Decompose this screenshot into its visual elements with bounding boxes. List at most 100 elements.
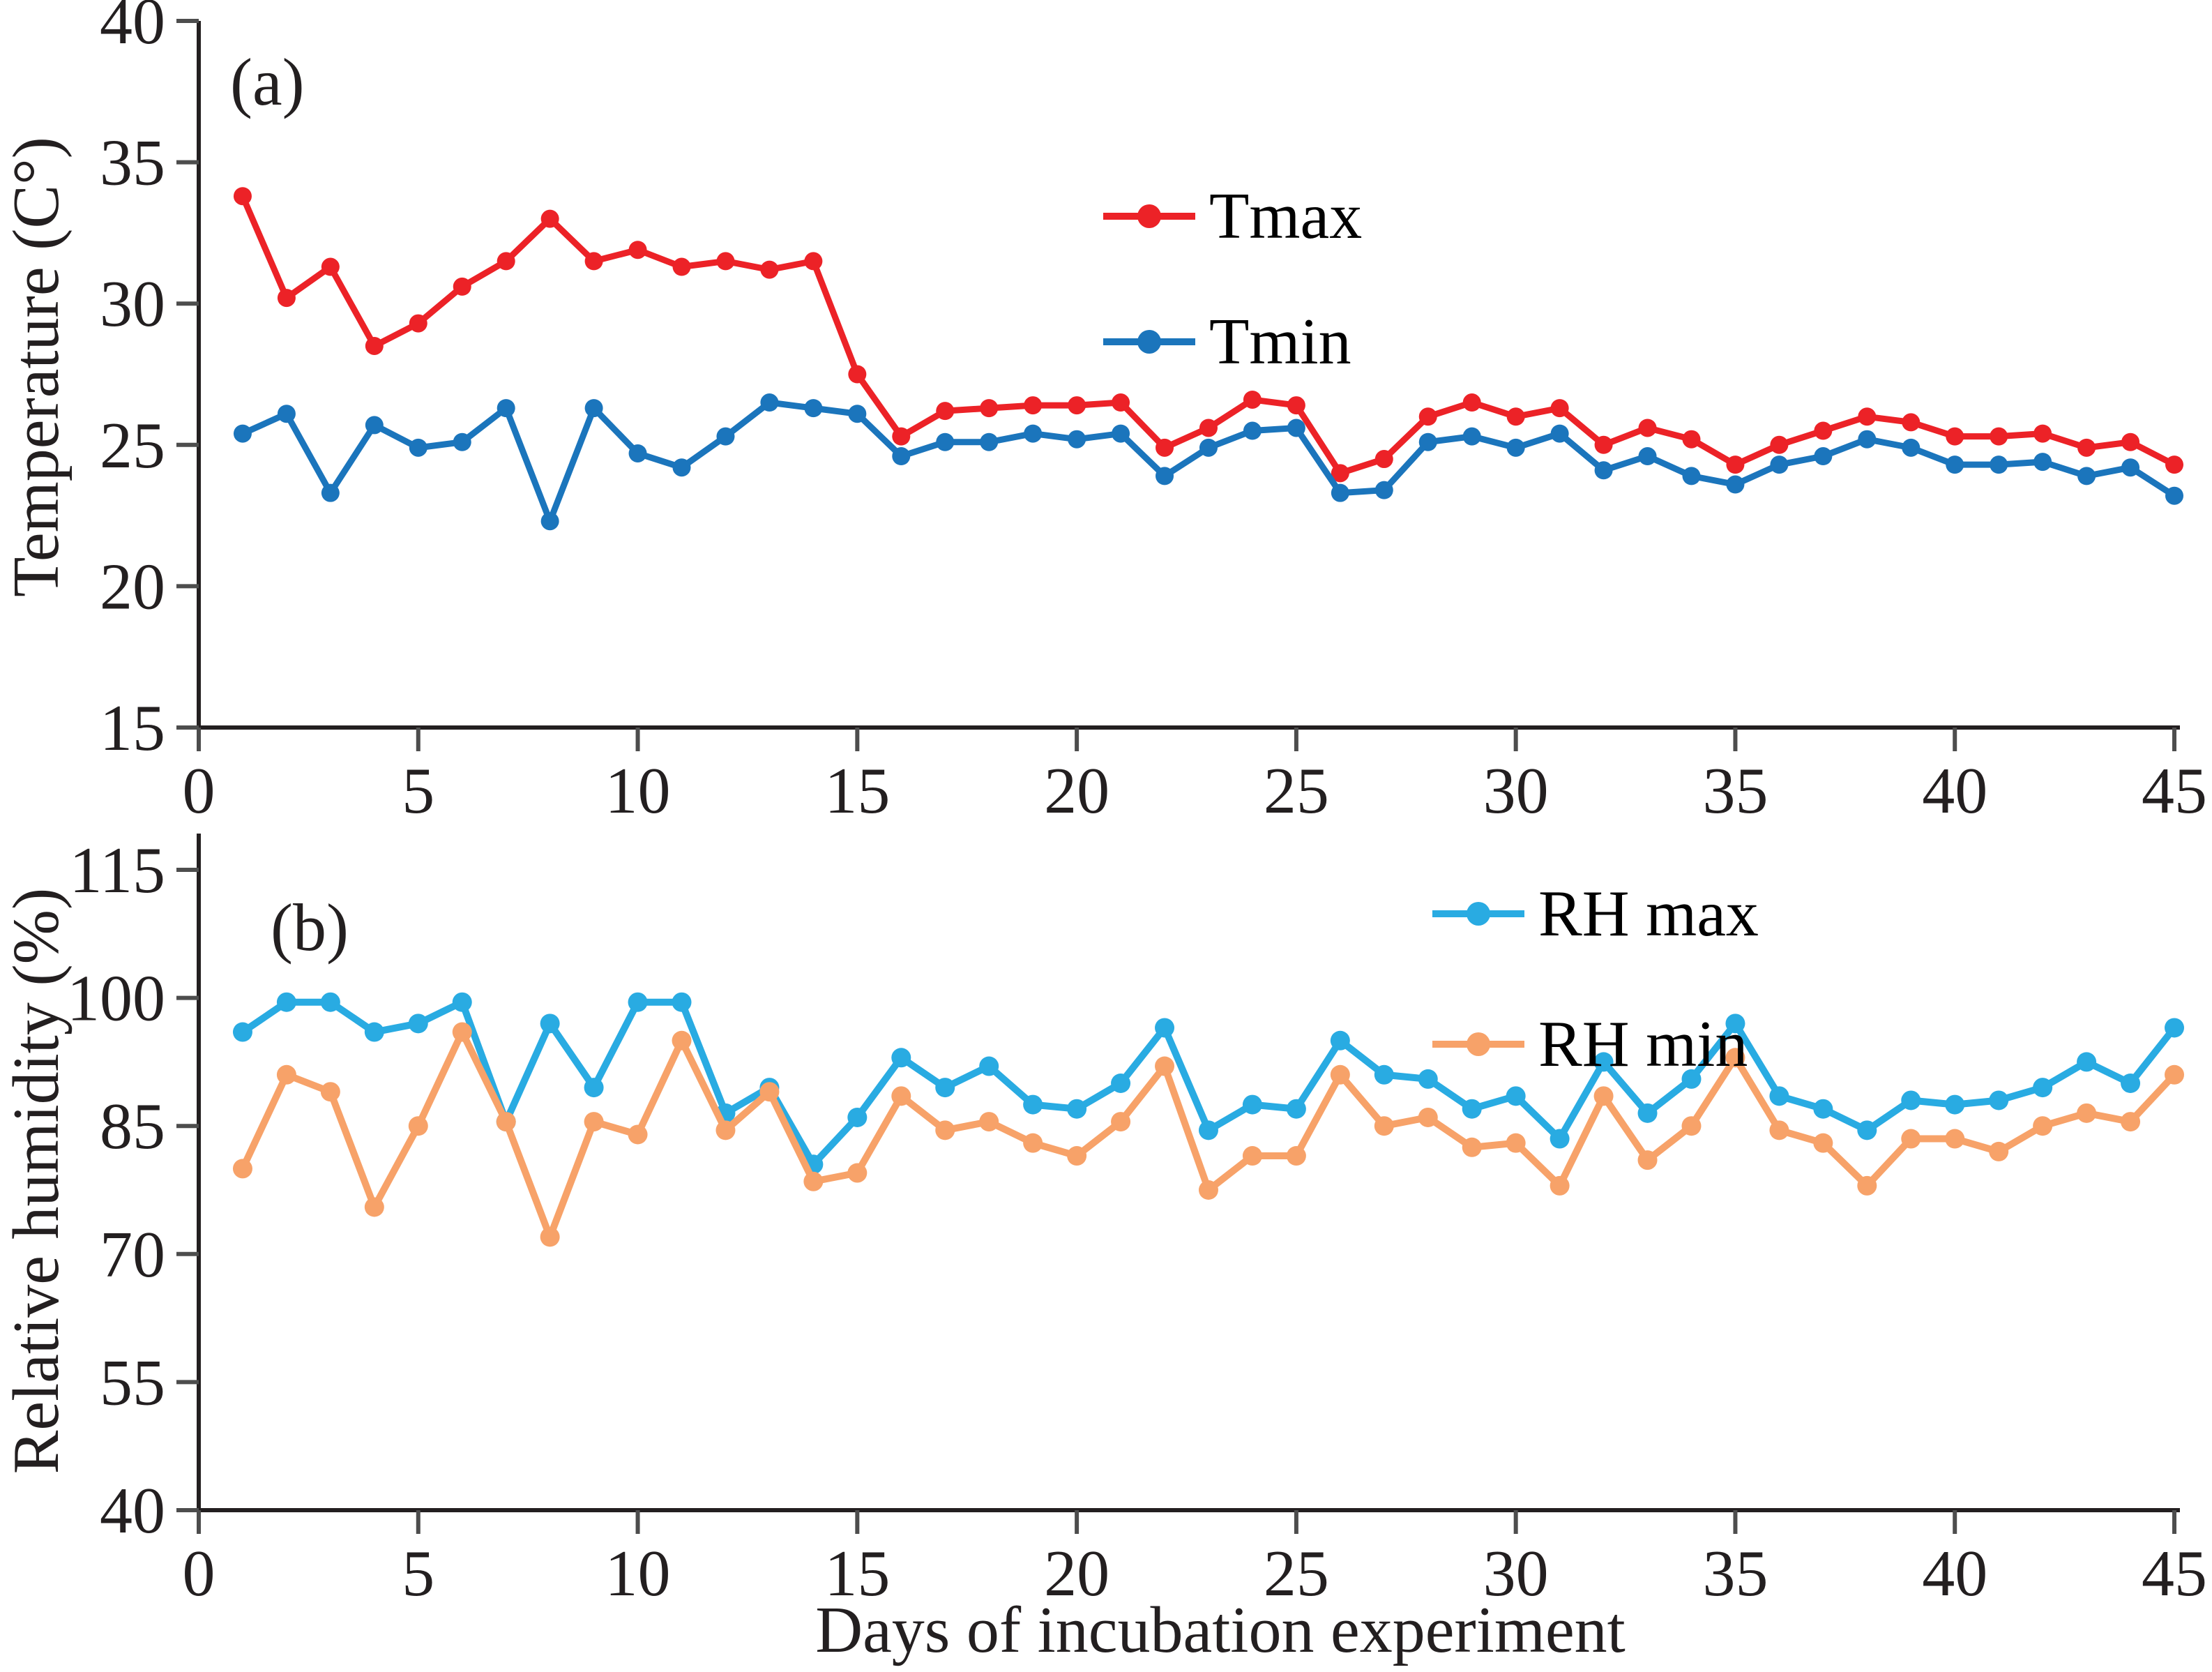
- y-tick-label: 85: [100, 1090, 165, 1163]
- data-point-tmax: [760, 260, 779, 279]
- data-point-rh-max: [1857, 1120, 1877, 1140]
- data-point-tmin: [628, 444, 647, 462]
- data-point-tmax: [1550, 399, 1569, 418]
- data-point-rh-min: [1550, 1175, 1570, 1196]
- data-point-rh-max: [2121, 1074, 2141, 1093]
- data-point-rh-min: [891, 1086, 911, 1106]
- data-point-tmax: [584, 252, 603, 271]
- data-point-rh-max: [364, 1022, 384, 1042]
- y-tick-label: 30: [100, 268, 165, 340]
- data-point-rh-max: [1989, 1090, 2009, 1110]
- data-point-tmax: [1068, 396, 1086, 415]
- data-point-rh-max: [1637, 1103, 1658, 1123]
- data-point-rh-min: [2077, 1103, 2097, 1123]
- data-point-rh-max: [1374, 1064, 1394, 1085]
- data-point-rh-min: [1286, 1146, 1306, 1166]
- data-point-tmin: [1418, 432, 1437, 451]
- x-tick-label: 25: [1264, 1537, 1329, 1610]
- data-point-rh-max: [891, 1048, 911, 1068]
- y-tick-label: 55: [100, 1346, 165, 1419]
- data-point-tmax: [1858, 407, 1877, 426]
- legend-item-tmax: Tmax: [1103, 183, 1362, 250]
- y-tick-label: 70: [100, 1219, 165, 1291]
- data-point-tmin: [2077, 467, 2096, 485]
- data-point-rh-min: [1769, 1120, 1789, 1140]
- y-tick-label: 100: [67, 963, 165, 1035]
- y-tick-label: 40: [100, 0, 165, 58]
- data-point-rh-max: [935, 1078, 955, 1098]
- x-tick-label: 35: [1702, 1537, 1768, 1610]
- data-point-rh-max: [1550, 1129, 1570, 1149]
- data-point-rh-min: [1198, 1180, 1218, 1200]
- data-point-tmax: [1112, 393, 1130, 412]
- data-point-rh-min: [496, 1112, 516, 1132]
- data-point-rh-min: [847, 1163, 868, 1183]
- data-point-rh-max: [1286, 1099, 1306, 1119]
- data-point-tmax: [321, 257, 340, 276]
- data-point-tmax: [233, 187, 252, 206]
- data-point-rh-max: [2165, 1018, 2184, 1038]
- data-point-tmin: [1990, 455, 2008, 474]
- data-point-tmin: [277, 405, 296, 423]
- data-point-rh-max: [1067, 1099, 1087, 1119]
- data-point-rh-min: [1462, 1137, 1482, 1157]
- data-point-rh-max: [1725, 1014, 1745, 1034]
- panel-a-legend: Tmax Tmin: [1103, 183, 1362, 375]
- data-point-tmax: [1024, 396, 1043, 415]
- data-point-tmin: [936, 432, 955, 451]
- data-point-rh-min: [803, 1171, 824, 1191]
- data-point-tmin: [1506, 438, 1525, 457]
- data-point-rh-max: [1462, 1099, 1482, 1119]
- panel-b-y-axis-title: Relative humidity (%): [0, 887, 73, 1475]
- data-point-rh-min: [1374, 1116, 1394, 1136]
- data-point-tmax: [672, 257, 691, 276]
- data-point-tmin: [540, 512, 559, 531]
- data-point-rh-min: [1330, 1064, 1350, 1085]
- data-point-tmin: [980, 432, 999, 451]
- data-point-tmax: [497, 252, 515, 271]
- data-point-rh-min: [1111, 1112, 1131, 1132]
- data-point-rh-min: [584, 1112, 604, 1132]
- data-point-tmax: [2121, 432, 2140, 451]
- data-point-rh-min: [1593, 1086, 1614, 1106]
- data-point-tmin: [892, 447, 911, 466]
- panel-b-label: (b): [271, 890, 349, 965]
- data-point-tmax: [1374, 450, 1393, 469]
- x-tick-label: 15: [824, 1537, 890, 1610]
- data-point-tmax: [628, 241, 647, 259]
- data-point-rh-max: [979, 1056, 999, 1076]
- x-tick-label: 40: [1922, 755, 1987, 827]
- data-point-rh-min: [1637, 1150, 1658, 1170]
- data-point-rh-min: [759, 1082, 780, 1102]
- data-point-tmax: [848, 365, 867, 384]
- data-point-rh-min: [1989, 1141, 2009, 1161]
- x-tick-label: 20: [1044, 1537, 1109, 1610]
- data-point-rh-min: [672, 1030, 692, 1050]
- data-point-tmin: [1112, 424, 1130, 443]
- data-point-rh-min: [1242, 1146, 1262, 1166]
- data-point-rh-min: [364, 1197, 384, 1217]
- legend-label-tmax: Tmax: [1209, 180, 1363, 253]
- data-point-rh-min: [1418, 1107, 1438, 1127]
- data-point-rh-min: [628, 1124, 648, 1145]
- data-point-tmin: [1287, 419, 1305, 437]
- x-tick-label: 0: [183, 1537, 215, 1610]
- data-point-rh-max: [408, 1014, 428, 1034]
- data-point-tmin: [1550, 424, 1569, 443]
- x-tick-label: 30: [1483, 1537, 1549, 1610]
- data-point-rh-max: [320, 992, 340, 1012]
- series-line-rh-max: [238, 998, 2178, 1168]
- data-point-rh-max: [1813, 1099, 1833, 1119]
- data-point-tmax: [936, 402, 955, 421]
- data-point-tmax: [1199, 419, 1218, 437]
- data-point-rh-max: [540, 1014, 560, 1034]
- x-axis-title: Days of incubation experiment: [815, 1594, 1626, 1666]
- data-point-rh-max: [1901, 1090, 1921, 1110]
- data-point-tmax: [1243, 390, 1262, 409]
- data-point-rh-min: [408, 1116, 428, 1136]
- data-point-rh-min: [715, 1120, 736, 1140]
- data-point-rh-min: [1681, 1116, 1702, 1136]
- data-point-tmax: [1638, 419, 1657, 437]
- data-point-rh-max: [1769, 1086, 1789, 1106]
